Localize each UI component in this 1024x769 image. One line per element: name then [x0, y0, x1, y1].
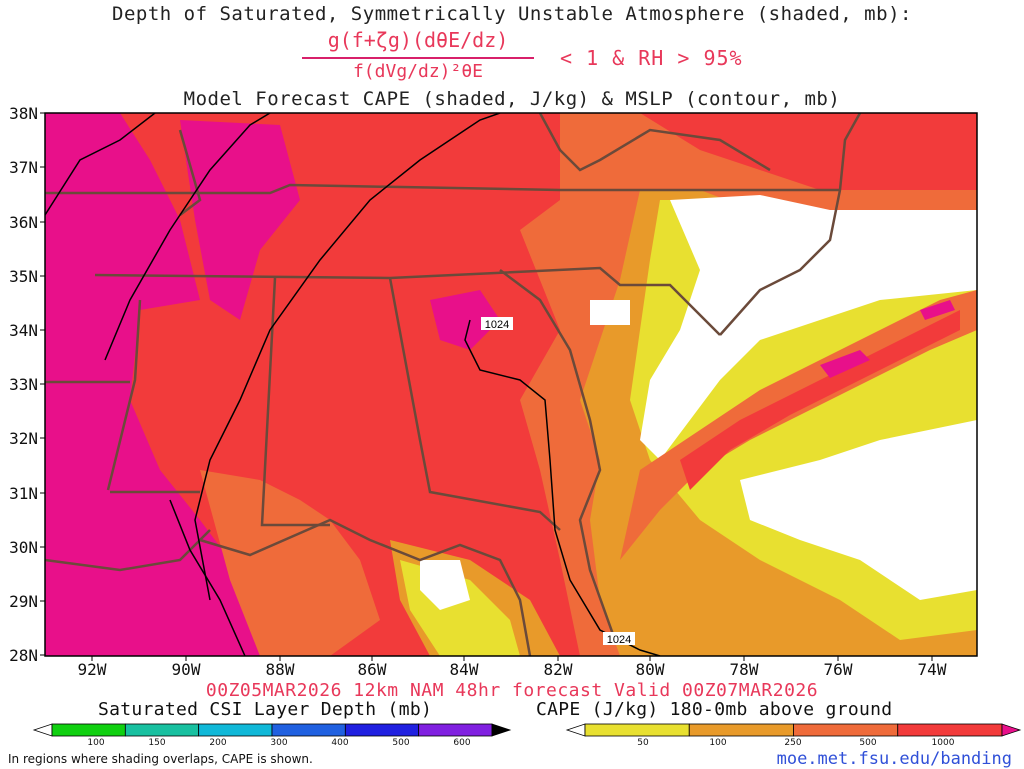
cape-colorbar-segment — [565, 723, 586, 737]
coastline — [45, 529, 211, 572]
csi-colorbar-segment — [344, 723, 420, 737]
formula-denominator: f(dVg/dz)²θE — [352, 61, 484, 82]
cape-shade-250 — [200, 470, 380, 656]
cape-shade-none — [420, 560, 470, 610]
cape-colorbar-title: CAPE (J/kg) 180-0mb above ground — [536, 699, 893, 720]
map-title: Depth of Saturated, Symmetrically Unstab… — [112, 3, 912, 25]
cape-tick-label: 500 — [859, 738, 877, 748]
valid-time-line: 00Z05MAR2026 12km NAM 48hr forecast Vali… — [205, 680, 819, 701]
state-border-line — [178, 129, 202, 216]
csi-tick-label: 600 — [453, 738, 471, 748]
state-border-line — [106, 299, 142, 491]
lon-label: 92W — [77, 660, 107, 679]
state-border-line — [260, 277, 330, 527]
lon-label: 84W — [449, 660, 479, 679]
cape-tick-label: 50 — [637, 738, 649, 748]
cape-colorbar-segment — [688, 723, 794, 737]
csi-colorbar-segment — [271, 723, 346, 737]
csi-colorbar-segment — [124, 723, 200, 737]
lon-label: 86W — [357, 660, 387, 679]
csi-colorbar-title: Saturated CSI Layer Depth (mb) — [98, 699, 433, 720]
cape-colorbar — [565, 723, 1022, 737]
lon-label: 88W — [265, 660, 295, 679]
csi-colorbar-segment — [491, 723, 512, 737]
axis-ticks — [40, 112, 933, 661]
formula-condition: < 1 & RH > 95% — [560, 46, 743, 70]
cape-tick-label: 100 — [709, 738, 727, 748]
lon-label: 90W — [171, 660, 201, 679]
cape-tick-label: 1000 — [931, 738, 955, 748]
state-border-line — [388, 277, 561, 531]
formula-fraction-bar — [302, 57, 534, 59]
lon-label: 74W — [917, 660, 947, 679]
lat-label: 32N — [9, 429, 38, 448]
csi-colorbar-segment — [418, 723, 493, 737]
lat-label: 31N — [9, 484, 38, 503]
cape-shade-none — [640, 195, 977, 460]
cape-shade-none — [590, 300, 630, 325]
contour-label-text: 1024 — [607, 634, 631, 646]
csi-colorbar-segment — [32, 723, 53, 737]
cape-shade-1000 — [45, 113, 330, 656]
lat-label: 30N — [9, 538, 38, 557]
lat-label: 35N — [9, 267, 38, 286]
source-link[interactable]: moe.met.fsu.edu/banding — [776, 749, 1012, 769]
contour-label: 1024 — [481, 317, 513, 331]
lon-label: 82W — [543, 660, 573, 679]
cape-colorbar-segment — [793, 723, 899, 737]
isobar — [194, 113, 501, 601]
csi-tick-label: 500 — [392, 738, 410, 748]
cape-tick-label: 250 — [784, 738, 802, 748]
contour-label-text: 1024 — [485, 319, 509, 331]
cape-colorbar-segment — [897, 723, 1003, 737]
cape-shade-none — [740, 420, 977, 600]
colorbars — [32, 723, 1022, 737]
coastline — [719, 113, 862, 336]
lat-label: 29N — [9, 592, 38, 611]
csi-colorbar-segment — [198, 723, 273, 737]
cape-shade-1000 — [920, 300, 955, 320]
lat-label: 28N — [9, 646, 38, 665]
lat-label: 36N — [9, 213, 38, 232]
lon-label: 80W — [635, 660, 665, 679]
csi-tick-label: 300 — [270, 738, 288, 748]
lat-label: 34N — [9, 321, 38, 340]
csi-tick-label: 150 — [148, 738, 166, 748]
csi-colorbar-segment — [51, 723, 126, 737]
map-subtitle: Model Forecast CAPE (shaded, J/kg) & MSL… — [183, 88, 841, 110]
lat-label: 37N — [9, 158, 38, 177]
lat-label: 38N — [9, 104, 38, 123]
cape-shade-1000 — [820, 350, 870, 378]
lon-label: 78W — [729, 660, 759, 679]
coastline — [499, 269, 617, 641]
cape-shading — [45, 113, 977, 656]
csi-tick-label: 400 — [331, 738, 349, 748]
csi-tick-label: 100 — [87, 738, 105, 748]
cape-shade-500 — [680, 310, 960, 490]
isobar — [169, 499, 246, 656]
overlap-note: In regions where shading overlaps, CAPE … — [8, 752, 313, 766]
state-border-line — [538, 113, 771, 172]
lon-label: 76W — [823, 660, 853, 679]
cape-colorbar-segment — [584, 723, 690, 737]
lat-label: 33N — [9, 375, 38, 394]
isobar — [45, 113, 156, 216]
csi-colorbar — [32, 723, 512, 737]
cape-colorbar-segment — [1001, 723, 1022, 737]
contour-label: 1024 — [603, 632, 635, 646]
state-border-line — [94, 266, 721, 336]
csi-tick-label: 200 — [209, 738, 227, 748]
cape-shade-1000 — [430, 290, 500, 350]
isobar — [104, 113, 271, 361]
formula-numerator: g(f+ζg)(dθE/dz) — [327, 28, 509, 52]
coastline — [199, 518, 532, 656]
